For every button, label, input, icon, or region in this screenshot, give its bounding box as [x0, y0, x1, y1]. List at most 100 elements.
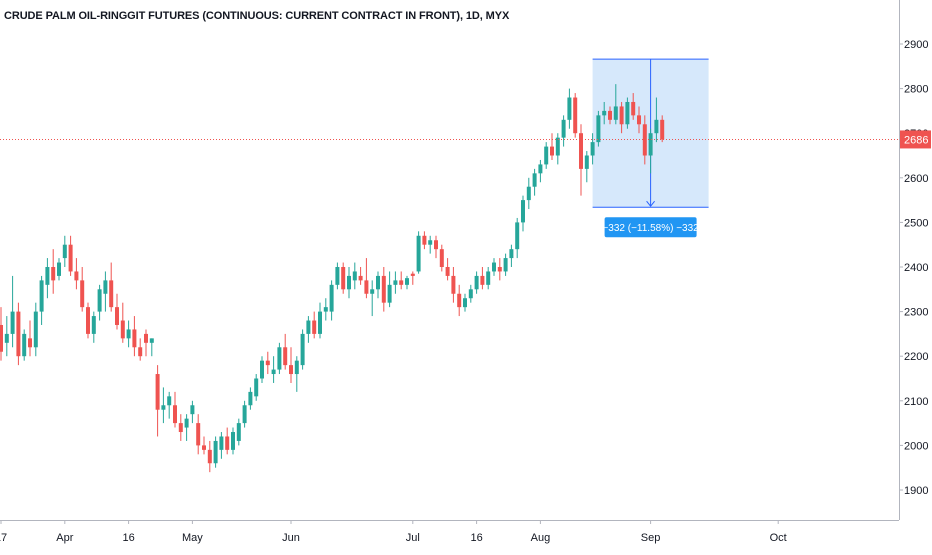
candle-up: [335, 267, 340, 285]
candle-down: [144, 333, 148, 343]
x-tick-label: Jul: [406, 532, 420, 544]
measure-arrow-head: [646, 200, 655, 208]
candle-up: [509, 249, 514, 259]
last-price-badge: [900, 130, 931, 149]
y-tick-label: 2800: [904, 84, 928, 96]
candle-down: [28, 338, 32, 348]
candle-up: [254, 378, 259, 397]
candle-up: [57, 262, 61, 276]
x-tick-label: Oct: [770, 532, 787, 544]
last-price-label: 2686: [904, 134, 928, 146]
chart-title: CRUDE PALM OIL-RINGGIT FUTURES (CONTINUO…: [4, 10, 510, 22]
candle-up: [463, 298, 467, 308]
y-tick-label: 2900: [904, 39, 928, 51]
x-tick-label: 16: [470, 532, 482, 544]
candle-up: [300, 333, 305, 366]
candle-down: [619, 106, 624, 125]
x-tick-label: May: [182, 532, 203, 544]
candle-up: [387, 284, 392, 303]
candle-down: [178, 423, 183, 433]
candle-down: [265, 360, 270, 366]
candle-up: [347, 275, 351, 290]
candle-up: [97, 289, 102, 312]
candle-down: [202, 445, 206, 450]
candle-up: [544, 146, 549, 165]
candle-down: [196, 423, 201, 446]
candle-up: [521, 200, 525, 223]
candle-up: [376, 275, 380, 290]
candle-up: [184, 418, 189, 428]
candle-up: [329, 284, 334, 312]
x-tick-label: 16: [122, 532, 134, 544]
candle-up: [492, 262, 496, 272]
candle-up: [91, 316, 96, 334]
candle-down: [289, 365, 293, 375]
candle-down: [16, 311, 21, 357]
x-tick-label: 17: [0, 532, 7, 544]
candle-up: [236, 423, 241, 441]
candle-down: [132, 329, 137, 348]
candle-up: [306, 320, 311, 334]
candle-up: [468, 289, 473, 299]
y-tick-label: 2100: [904, 396, 928, 408]
candle-up: [231, 432, 235, 450]
candle-up: [613, 106, 618, 120]
candle-down: [120, 320, 125, 339]
candle-up: [590, 142, 595, 156]
candle-up: [584, 155, 589, 169]
candle-down: [445, 267, 450, 276]
candle-up: [370, 289, 375, 294]
candle-up: [10, 311, 15, 334]
candle-up: [526, 186, 531, 201]
candle-down: [480, 275, 485, 285]
candle-up: [405, 278, 409, 285]
candle-down: [341, 267, 346, 290]
candle-up: [428, 240, 433, 245]
measure-label-box: [604, 217, 697, 238]
candle-up: [561, 119, 566, 138]
candle-down: [550, 146, 554, 156]
candle-up: [625, 101, 630, 125]
candle-up: [474, 275, 479, 290]
candle-down: [68, 244, 73, 272]
candle-up: [149, 338, 154, 343]
candle-up: [103, 280, 108, 294]
candle-down: [457, 293, 462, 308]
x-tick-label: Sep: [641, 532, 661, 544]
candle-up: [260, 360, 264, 379]
candle-up: [515, 222, 520, 250]
candle-down: [0, 324, 3, 352]
candle-up: [39, 280, 44, 312]
candle-up: [271, 369, 276, 375]
candle-up: [33, 311, 38, 348]
candle-down: [451, 275, 456, 294]
measure-label: −332 (−11.58%) −332: [602, 223, 699, 234]
candle-up: [596, 115, 601, 143]
candle-up: [242, 405, 247, 424]
candle-down: [173, 405, 177, 424]
candle-up: [126, 329, 131, 339]
candle-down: [422, 235, 427, 245]
candle-down: [207, 449, 212, 464]
candle-up: [352, 271, 357, 281]
candle-down: [115, 307, 119, 325]
candle-up: [167, 396, 172, 406]
candle-up: [248, 391, 253, 406]
candle-down: [358, 275, 363, 281]
candle-down: [410, 273, 415, 276]
y-tick-label: 2600: [904, 173, 928, 185]
candle-down: [497, 267, 502, 272]
x-tick-label: Aug: [531, 532, 551, 544]
candle-down: [80, 280, 85, 308]
candle-down: [642, 124, 647, 156]
candle-up: [323, 307, 328, 312]
candle-down: [86, 307, 90, 334]
candle-up: [393, 280, 398, 285]
candle-up: [503, 258, 508, 272]
candle-up: [213, 440, 218, 464]
candle-down: [225, 436, 230, 450]
candle-down: [381, 275, 386, 303]
candle-up: [538, 164, 543, 174]
